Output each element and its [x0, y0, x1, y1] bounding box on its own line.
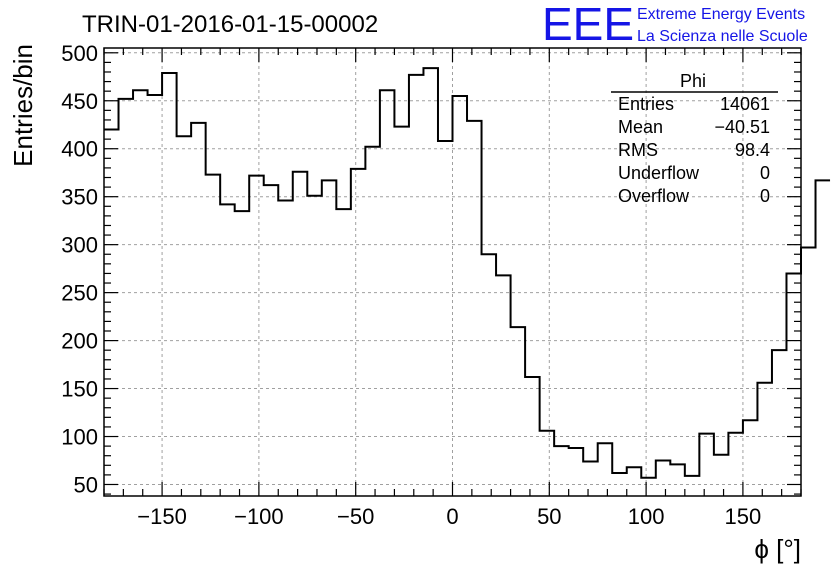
histogram-bin	[162, 73, 177, 496]
histogram-bin	[685, 476, 700, 496]
histogram-bin	[322, 180, 337, 496]
histogram-bin	[235, 211, 250, 496]
y-tick-label: 150	[61, 377, 98, 402]
histogram-bin	[191, 123, 206, 496]
histogram-bin	[583, 461, 598, 496]
x-tick-label: −50	[337, 504, 374, 529]
stats-value-overflow: 0	[760, 186, 770, 206]
histogram-bin	[786, 273, 801, 496]
histogram-bin	[772, 350, 787, 496]
y-tick-label: 400	[61, 137, 98, 162]
logo-mark: EEE	[542, 0, 634, 50]
stats-value-underflow: 0	[760, 163, 770, 183]
histogram-bin	[511, 327, 526, 496]
stats-value-entries: 14061	[720, 94, 770, 114]
stats-box: Phi Entries 14061 Mean −40.51 RMS 98.4 U…	[611, 71, 778, 206]
histogram-bin	[264, 185, 279, 496]
y-tick-label: 350	[61, 185, 98, 210]
histogram-bin	[656, 461, 671, 496]
x-tick-labels: −150 −100 −50 0 50 100 150	[137, 504, 761, 529]
logo-line-1: Extreme Energy Events	[637, 6, 805, 23]
histogram-bin	[757, 383, 772, 496]
histogram-bin	[482, 254, 497, 496]
y-tick-label: 450	[61, 89, 98, 114]
eee-logo: EEE Extreme Energy Events La Scienza nel…	[542, 0, 808, 50]
stats-label-rms: RMS	[618, 140, 658, 160]
histogram-bin	[467, 121, 482, 496]
histogram-bin	[598, 443, 613, 496]
histogram-bin	[699, 434, 714, 496]
y-tick-label: 500	[61, 41, 98, 66]
stats-label-mean: Mean	[618, 117, 663, 137]
histogram-bin	[670, 464, 685, 496]
histogram-bin	[438, 141, 453, 496]
histogram-bin	[641, 478, 656, 496]
x-tick-label: 100	[628, 504, 665, 529]
y-tick-label: 300	[61, 233, 98, 258]
histogram-bin	[351, 169, 366, 496]
histogram-bin	[206, 175, 221, 496]
x-tick-label: −150	[137, 504, 187, 529]
histogram-bin	[307, 196, 322, 496]
histogram-bin	[453, 96, 468, 496]
y-tick-label: 200	[61, 329, 98, 354]
x-tick-label: 150	[725, 504, 762, 529]
histogram-bin	[148, 95, 163, 496]
histogram-outline	[104, 67, 831, 479]
histogram-bin	[816, 180, 831, 496]
histogram-series	[104, 67, 831, 496]
histogram-bin	[104, 130, 119, 496]
histogram-bin	[293, 172, 308, 496]
x-tick-label: −100	[234, 504, 284, 529]
stats-label-underflow: Underflow	[618, 163, 700, 183]
histogram-bin	[177, 136, 192, 496]
y-tick-label: 250	[61, 281, 98, 306]
stats-value-mean: −40.51	[714, 117, 770, 137]
histogram-bin	[743, 420, 758, 496]
stats-label-overflow: Overflow	[618, 186, 690, 206]
histogram-bin	[728, 433, 743, 496]
histogram-bin	[496, 275, 511, 496]
x-tick-label: 50	[537, 504, 561, 529]
x-axis-title: ϕ [°]	[754, 534, 801, 564]
stats-label-entries: Entries	[618, 94, 674, 114]
histogram-bin	[394, 127, 409, 496]
stats-title: Phi	[680, 71, 706, 91]
histogram-bin	[409, 75, 424, 496]
stats-value-rms: 98.4	[735, 140, 770, 160]
y-tick-label: 100	[61, 425, 98, 450]
histogram-bin	[801, 248, 816, 496]
histogram-bin	[249, 176, 264, 496]
axis-ticks	[103, 48, 802, 496]
histogram-bin	[423, 68, 438, 496]
logo-line-2: La Scienza nelle Scuole	[637, 28, 808, 45]
y-axis-title: Entries/bin	[8, 44, 38, 167]
y-tick-labels: 50 100 150 200 250 300 350 400 450 500	[61, 41, 98, 498]
histogram-bin	[336, 209, 351, 496]
chart-title: TRIN-01-2016-01-15-00002	[82, 11, 378, 38]
histogram-bin	[569, 448, 584, 496]
histogram-bin	[220, 204, 235, 496]
histogram-bin	[554, 446, 569, 496]
y-tick-label: 50	[74, 472, 98, 497]
histogram-bin	[540, 431, 555, 496]
x-tick-label: 0	[446, 504, 458, 529]
stats-rows: Entries 14061 Mean −40.51 RMS 98.4 Under…	[618, 94, 770, 206]
histogram-bin	[627, 467, 642, 496]
histogram-bin	[714, 455, 729, 496]
histogram-bin	[365, 147, 380, 496]
